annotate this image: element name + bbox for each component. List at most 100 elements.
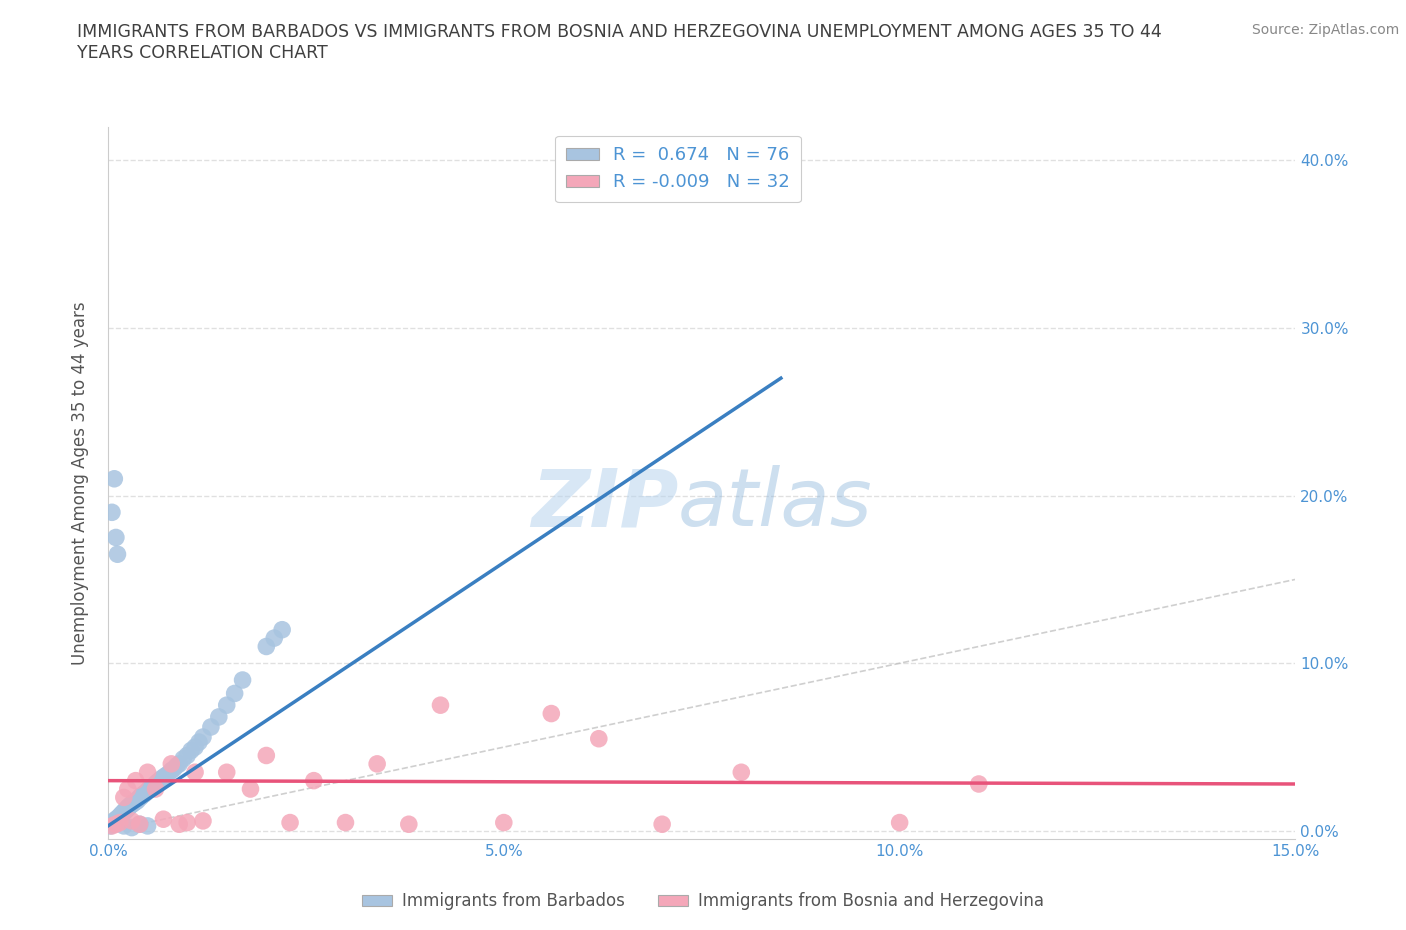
Legend: R =  0.674   N = 76, R = -0.009   N = 32: R = 0.674 N = 76, R = -0.009 N = 32 [555,136,800,203]
Point [191,814,214,829]
Point [108,815,131,830]
Point [215,764,238,779]
Point [138,781,160,796]
Point [191,730,214,745]
Point [101,505,124,520]
Point [132,787,155,802]
Legend: Immigrants from Barbados, Immigrants from Bosnia and Herzegovina: Immigrants from Barbados, Immigrants fro… [356,885,1050,917]
Point [112,790,135,804]
Point [651,817,673,831]
Point [150,772,173,787]
Point [254,639,277,654]
Point [114,804,136,818]
Point [180,743,202,758]
Point [172,751,194,766]
Point [107,810,129,825]
Point [127,793,149,808]
Point [163,762,186,777]
Text: ZIP: ZIP [530,465,678,543]
Point [200,720,222,735]
Point [98,818,121,833]
Point [112,818,135,833]
Point [108,810,131,825]
Point [104,530,127,545]
Point [101,818,124,833]
Point [128,817,150,831]
Point [146,775,169,790]
Point [104,812,127,827]
Point [110,808,132,823]
Point [118,798,141,813]
Point [141,780,163,795]
Point [101,815,124,830]
Point [121,797,143,812]
Point [122,795,145,810]
Point [108,808,131,823]
Point [115,802,138,817]
Text: IMMIGRANTS FROM BARBADOS VS IMMIGRANTS FROM BOSNIA AND HERZEGOVINA UNEMPLOYMENT : IMMIGRANTS FROM BARBADOS VS IMMIGRANTS F… [77,23,1163,62]
Point [114,804,136,818]
Point [103,814,125,829]
Point [167,756,190,771]
Point [104,817,127,831]
Y-axis label: Unemployment Among Ages 35 to 44 years: Unemployment Among Ages 35 to 44 years [72,301,89,665]
Point [184,739,207,754]
Point [540,706,562,721]
Point [224,686,246,701]
Point [124,795,146,810]
Point [110,806,132,821]
Point [117,800,139,815]
Point [121,814,143,829]
Point [112,805,135,820]
Point [107,812,129,827]
Point [142,778,165,793]
Point [136,764,159,779]
Point [157,766,180,781]
Point [166,758,188,773]
Point [117,800,139,815]
Point [103,472,125,486]
Text: atlas: atlas [678,465,873,543]
Point [127,791,149,806]
Point [176,815,198,830]
Point [176,748,198,763]
Point [239,781,262,796]
Point [215,698,238,712]
Point [160,764,183,778]
Point [588,731,610,746]
Point [167,817,190,831]
Point [145,777,167,791]
Point [492,815,515,830]
Point [117,781,139,796]
Point [131,789,153,804]
Point [112,805,135,820]
Point [398,817,420,831]
Point [366,756,388,771]
Point [107,547,129,562]
Point [263,631,285,645]
Point [108,810,131,825]
Point [104,814,127,829]
Text: Source: ZipAtlas.com: Source: ZipAtlas.com [1251,23,1399,37]
Point [121,820,143,835]
Point [184,764,207,779]
Point [254,748,277,763]
Point [128,790,150,804]
Point [429,698,451,712]
Point [208,710,231,724]
Point [335,815,357,830]
Point [152,770,174,785]
Point [125,793,148,808]
Point [120,798,142,813]
Point [115,802,138,817]
Point [145,781,167,796]
Point [101,817,124,831]
Point [188,735,211,750]
Point [232,672,254,687]
Point [136,783,159,798]
Point [155,768,177,783]
Point [135,785,157,800]
Point [129,790,152,804]
Point [136,818,159,833]
Point [278,815,301,830]
